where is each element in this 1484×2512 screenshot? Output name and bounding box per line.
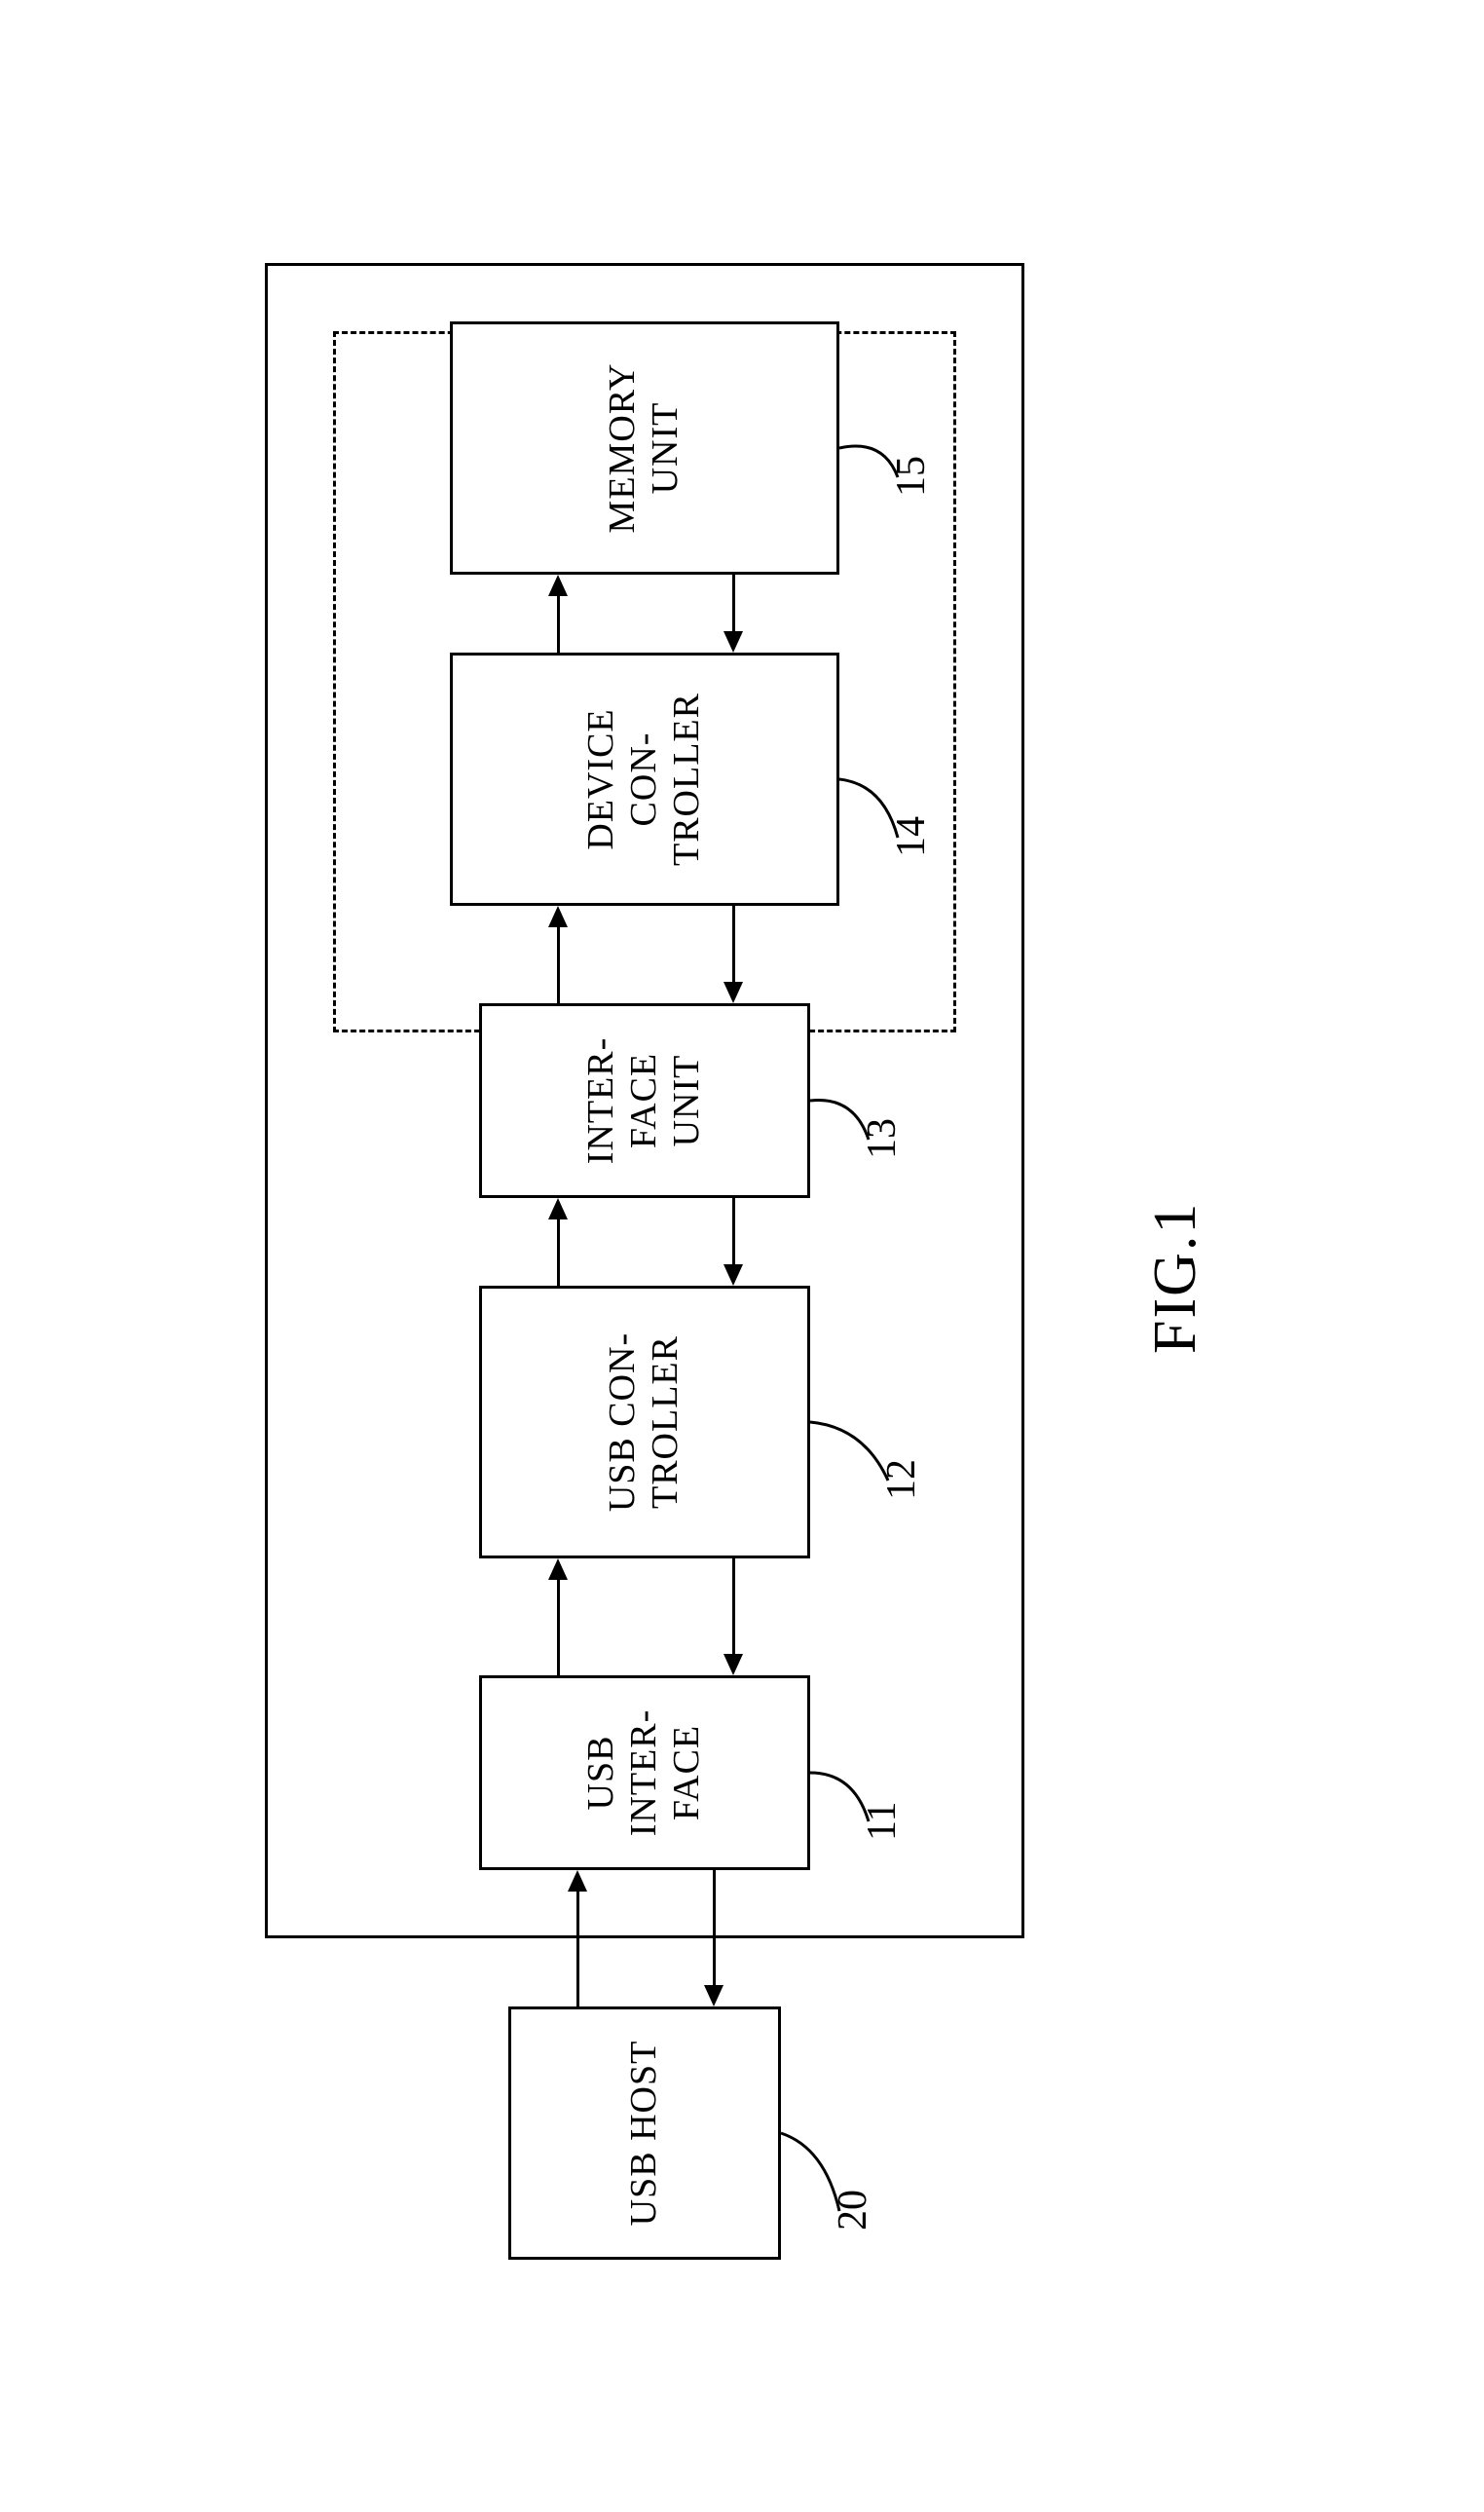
usb_host-leader	[771, 2104, 869, 2240]
usb_controller-to-usb_interface-arrowhead-bottom	[723, 1654, 743, 1675]
figure-label: FIG.1	[1141, 1201, 1210, 1353]
memory_unit-block: MEMORY UNIT	[450, 321, 839, 575]
device_ctrl-to-interface_unit-arrow-bottom	[732, 906, 735, 984]
usb_controller-block: USB CON- TROLLER	[479, 1286, 810, 1558]
usb_interface-leader	[800, 1743, 898, 1851]
block-diagram: USB HOST20USB INTER- FACE11USB CON- TROL…	[206, 185, 1278, 2328]
device_ctrl-leader	[830, 750, 927, 867]
usb_host-to-usb_interface-arrow-top	[576, 1890, 579, 2006]
interface_unit-to-device_ctrl-arrowhead-top	[548, 906, 568, 927]
usb_interface-to-usb_host-arrowhead-bottom	[704, 1985, 723, 2006]
usb_controller-to-interface_unit-arrowhead-top	[548, 1198, 568, 1219]
interface_unit-to-usb_controller-arrow-bottom	[732, 1198, 735, 1266]
usb_interface-block: USB INTER- FACE	[479, 1675, 810, 1870]
usb_controller-to-interface_unit-arrow-top	[557, 1218, 560, 1286]
usb_interface-to-usb_controller-arrowhead-top	[548, 1558, 568, 1580]
memory_unit-to-device_ctrl-arrow-bottom	[732, 575, 735, 633]
usb_controller-leader	[800, 1393, 917, 1510]
device_ctrl-block: DEVICE CON- TROLLER	[450, 653, 839, 906]
usb_interface-to-usb_host-arrow-bottom	[713, 1870, 716, 1987]
usb_interface-to-usb_controller-arrow-top	[557, 1578, 560, 1675]
usb_host-to-usb_interface-arrowhead-top	[568, 1870, 587, 1892]
interface_unit-block: INTER- FACE UNIT	[479, 1003, 810, 1198]
device_ctrl-to-interface_unit-arrowhead-bottom	[723, 982, 743, 1003]
device_ctrl-to-memory_unit-arrow-top	[557, 594, 560, 653]
interface_unit-to-device_ctrl-arrow-top	[557, 925, 560, 1003]
usb_host-block: USB HOST	[508, 2006, 781, 2260]
interface_unit-to-usb_controller-arrowhead-bottom	[723, 1264, 743, 1286]
interface_unit-leader	[800, 1071, 898, 1169]
usb_controller-to-usb_interface-arrow-bottom	[732, 1558, 735, 1656]
memory_unit-to-device_ctrl-arrowhead-bottom	[723, 631, 743, 653]
device_ctrl-to-memory_unit-arrowhead-top	[548, 575, 568, 596]
memory_unit-leader	[830, 419, 927, 506]
